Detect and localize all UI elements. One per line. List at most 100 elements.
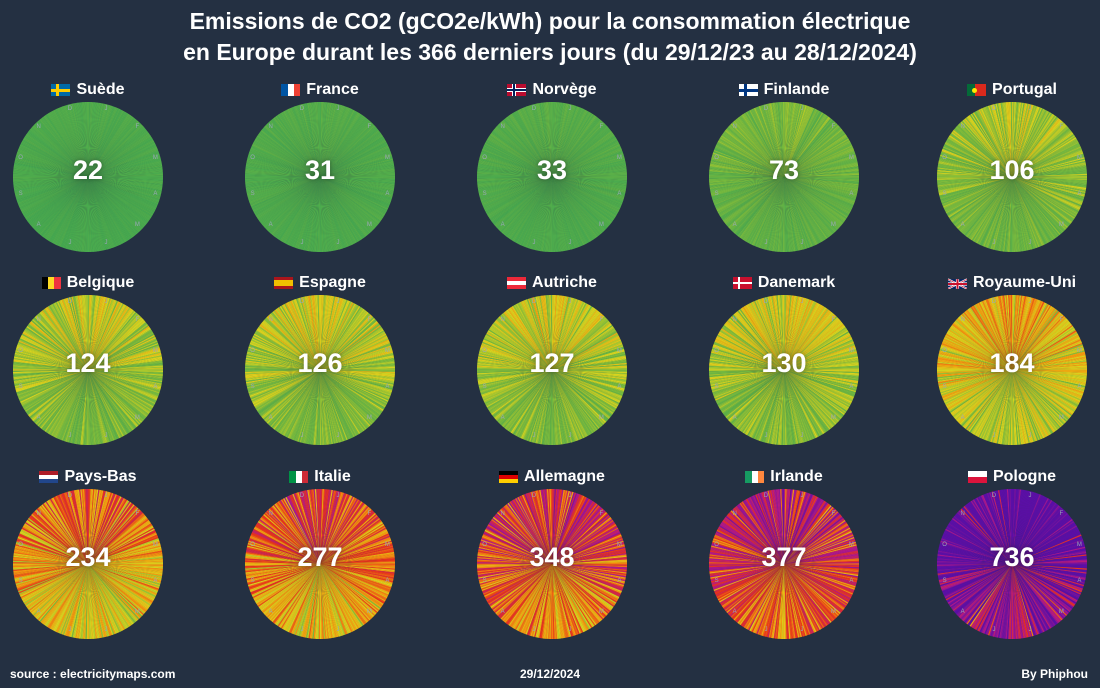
day-slice bbox=[709, 370, 784, 380]
day-slice bbox=[263, 177, 320, 227]
day-slice bbox=[320, 349, 393, 370]
day-slice bbox=[33, 317, 88, 370]
day-slice bbox=[944, 143, 1012, 177]
day-slice bbox=[478, 370, 552, 389]
day-slice bbox=[320, 564, 361, 629]
day-slice bbox=[88, 564, 110, 637]
day-slice bbox=[39, 370, 88, 428]
day-slice bbox=[290, 564, 320, 634]
day-slice bbox=[62, 105, 88, 177]
day-slice bbox=[784, 177, 849, 216]
day-slice bbox=[320, 177, 333, 252]
day-slice bbox=[279, 564, 320, 628]
day-slice bbox=[43, 115, 88, 177]
day-slice bbox=[552, 309, 598, 370]
day-slice bbox=[19, 177, 89, 210]
day-slice bbox=[320, 146, 390, 177]
day-slice bbox=[269, 370, 320, 427]
day-slice bbox=[320, 520, 382, 564]
day-slice bbox=[1012, 370, 1052, 435]
day-slice bbox=[1012, 364, 1087, 370]
day-slice bbox=[88, 177, 148, 225]
day-slice bbox=[88, 370, 100, 445]
day-slice bbox=[552, 564, 620, 598]
day-slice bbox=[552, 564, 561, 639]
day-slice bbox=[88, 135, 152, 177]
day-slice bbox=[552, 548, 626, 564]
day-slice bbox=[1012, 301, 1044, 370]
day-slice bbox=[740, 177, 784, 239]
day-slice bbox=[1012, 177, 1038, 249]
day-slice bbox=[320, 370, 347, 441]
day-slice bbox=[313, 489, 320, 564]
day-slice bbox=[246, 177, 320, 192]
day-slice bbox=[959, 122, 1012, 177]
day-slice bbox=[15, 564, 88, 587]
day-slice bbox=[552, 564, 601, 623]
day-slice bbox=[940, 370, 1012, 394]
day-slice bbox=[513, 304, 552, 370]
day-slice bbox=[13, 177, 88, 186]
day-slice bbox=[720, 177, 784, 219]
day-slice bbox=[487, 331, 552, 370]
day-slice bbox=[320, 511, 375, 564]
day-slice bbox=[784, 172, 859, 177]
day-slice bbox=[709, 177, 784, 183]
day-slice bbox=[88, 129, 148, 177]
day-slice bbox=[300, 297, 320, 370]
day-slice bbox=[41, 310, 88, 370]
day-slice bbox=[275, 177, 320, 239]
day-slice bbox=[320, 177, 341, 250]
day-slice bbox=[320, 177, 353, 246]
day-slice bbox=[1012, 167, 1087, 177]
day-slice bbox=[784, 177, 790, 252]
day-slice bbox=[740, 308, 784, 370]
day-slice bbox=[88, 177, 144, 229]
day-slice bbox=[88, 516, 148, 564]
day-slice bbox=[784, 149, 855, 177]
day-slice bbox=[937, 177, 1012, 185]
day-slice bbox=[552, 129, 612, 177]
day-slice bbox=[88, 177, 108, 250]
day-slice bbox=[79, 295, 88, 370]
day-slice bbox=[88, 123, 142, 177]
day-slice bbox=[487, 138, 552, 177]
day-slice bbox=[305, 490, 320, 564]
day-slice bbox=[279, 177, 320, 241]
day-slice bbox=[88, 564, 148, 611]
day-slice bbox=[1012, 370, 1068, 422]
day-slice bbox=[784, 370, 806, 443]
day-slice bbox=[320, 564, 371, 621]
day-slice bbox=[320, 532, 389, 564]
day-slice bbox=[1003, 102, 1012, 177]
day-slice bbox=[784, 177, 788, 252]
day-slice bbox=[784, 303, 820, 370]
day-slice bbox=[486, 370, 552, 409]
day-slice bbox=[248, 177, 320, 201]
day-slice bbox=[264, 512, 320, 564]
day-slice bbox=[320, 558, 395, 564]
day-slice bbox=[717, 333, 784, 370]
day-slice bbox=[521, 107, 552, 177]
day-slice bbox=[265, 511, 320, 564]
day-slice bbox=[532, 297, 552, 370]
day-slice bbox=[88, 148, 159, 177]
day-slice bbox=[937, 177, 1012, 179]
day-slice bbox=[492, 323, 552, 370]
day-slice bbox=[45, 114, 88, 177]
day-slice bbox=[939, 177, 1012, 200]
day-slice bbox=[88, 370, 114, 442]
day-slice bbox=[485, 564, 552, 600]
day-slice bbox=[957, 177, 1012, 230]
day-slice bbox=[1012, 370, 1061, 429]
day-slice bbox=[784, 177, 787, 252]
day-slice bbox=[552, 564, 619, 600]
day-slice bbox=[552, 564, 614, 609]
day-slice bbox=[50, 370, 88, 436]
day-slice bbox=[972, 305, 1012, 370]
day-slice bbox=[88, 559, 163, 564]
day-slice bbox=[88, 320, 146, 370]
day-slice bbox=[88, 365, 163, 370]
day-slice bbox=[552, 177, 617, 217]
